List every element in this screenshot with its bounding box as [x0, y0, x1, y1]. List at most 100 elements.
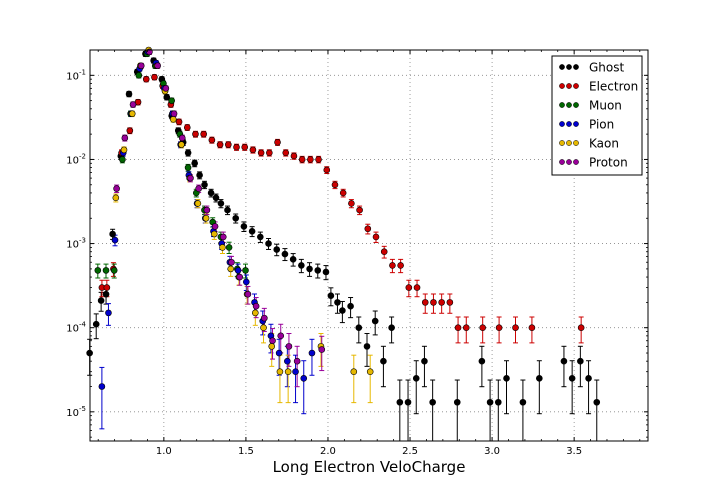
point-electron: [372, 233, 380, 241]
point-ghost: [429, 398, 436, 406]
x-axis-ticks: 1.0 1.5 2.0 2.5 3.0 3.5: [97, 50, 641, 457]
point-ghost: [273, 246, 281, 253]
x-tick-label: 3.5: [566, 446, 582, 457]
point-kaon: [169, 116, 177, 123]
point-electron: [323, 166, 331, 174]
point-ghost: [478, 357, 486, 365]
legend-label-kaon: Kaon: [589, 137, 619, 151]
point-muon: [135, 72, 143, 79]
point-ghost: [371, 317, 379, 325]
point-electron: [151, 73, 158, 81]
point-proton: [211, 223, 219, 230]
point-electron: [339, 189, 347, 197]
point-ghost: [163, 93, 171, 101]
plot-frame: [89, 49, 649, 442]
point-proton: [187, 174, 194, 182]
point-ghost: [347, 302, 354, 310]
point-proton: [178, 134, 186, 142]
x-tick-label: 1.0: [156, 446, 172, 457]
point-ghost: [306, 265, 313, 273]
point-muon: [184, 164, 192, 171]
legend-marker-electron: [559, 83, 565, 89]
point-kaon: [219, 244, 226, 251]
point-electron: [397, 262, 404, 269]
point-ghost: [560, 357, 568, 365]
point-ghost: [380, 357, 387, 365]
point-ghost: [92, 320, 100, 328]
legend-label-ghost: Ghost: [589, 61, 624, 75]
data-points: [86, 46, 601, 406]
x-axis-label: Long Electron VeloCharge: [273, 458, 466, 476]
point-proton: [219, 233, 227, 241]
x-tick-label: 1.5: [238, 446, 254, 457]
point-ghost: [109, 230, 116, 238]
point-electron: [446, 299, 454, 306]
point-ghost: [486, 398, 494, 406]
point-ghost: [503, 375, 510, 382]
legend-label-pion: Pion: [589, 118, 614, 132]
point-kaon: [178, 141, 185, 148]
point-pion: [105, 309, 112, 317]
legend-marker-proton: [573, 159, 579, 165]
point-ghost: [212, 194, 220, 202]
point-kaon: [268, 343, 276, 350]
point-proton: [113, 185, 120, 192]
point-proton: [277, 332, 285, 340]
legend-marker-muon: [559, 102, 565, 108]
point-ghost: [412, 375, 420, 382]
point-proton: [162, 85, 170, 92]
point-ghost: [257, 233, 264, 241]
point-kaon: [252, 309, 259, 317]
legend-marker-pion: [559, 121, 565, 127]
point-ghost: [248, 227, 256, 235]
point-proton: [154, 62, 161, 70]
x-tick-label: 2.0: [320, 446, 336, 457]
legend-marker-muon: [566, 102, 572, 108]
point-ghost: [404, 398, 412, 406]
point-ghost: [207, 189, 215, 197]
point-pion: [292, 368, 299, 375]
point-electron: [307, 156, 314, 163]
point-proton: [137, 62, 145, 70]
point-electron: [413, 284, 421, 291]
point-ghost: [339, 307, 346, 314]
legend-box: [551, 55, 643, 176]
point-ghost: [217, 200, 225, 207]
point-kaon: [194, 200, 202, 207]
point-ghost: [334, 299, 341, 306]
point-muon: [225, 244, 233, 251]
y-tick-label: 10-2: [66, 152, 86, 166]
point-electron: [249, 146, 257, 154]
point-kaon: [276, 368, 284, 375]
point-electron: [142, 75, 150, 83]
point-ghost: [322, 268, 330, 276]
y-axis-ticks: 10-5 10-4 10-3 10-2 10-1: [66, 49, 648, 438]
point-muon: [242, 267, 249, 274]
point-ghost: [97, 297, 105, 304]
point-proton: [269, 337, 276, 345]
point-ghost: [102, 290, 110, 298]
point-kaon: [260, 324, 267, 332]
legend-marker-electron: [573, 83, 579, 89]
point-proton: [129, 101, 137, 108]
legend-marker-kaon: [566, 140, 572, 146]
point-proton: [121, 134, 129, 142]
point-electron: [479, 324, 486, 332]
point-proton: [252, 302, 260, 310]
point-ghost: [536, 375, 543, 382]
y-tick-label: 10-4: [66, 321, 86, 335]
legend-label-muon: Muon: [589, 99, 622, 113]
point-electron: [241, 143, 249, 151]
point-ghost: [494, 398, 502, 406]
point-electron: [216, 141, 224, 148]
point-electron: [315, 156, 322, 163]
legend-label-electron: Electron: [589, 80, 638, 94]
legend-marker-kaon: [573, 140, 579, 146]
point-proton: [236, 273, 244, 281]
point-pion: [98, 383, 106, 390]
point-muon: [110, 267, 118, 274]
point-electron: [175, 118, 183, 126]
y-tick-label: 10-5: [66, 405, 86, 419]
point-electron: [405, 284, 413, 291]
